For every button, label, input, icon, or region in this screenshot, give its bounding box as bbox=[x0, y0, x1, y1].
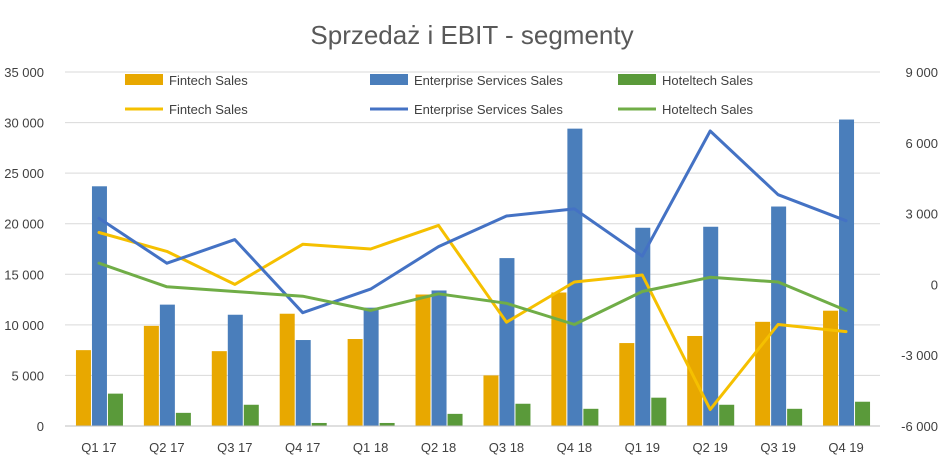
chart-title: Sprzedaż i EBIT - segmenty bbox=[310, 20, 633, 50]
bar-fintech-sales bbox=[551, 292, 567, 426]
legend-swatch bbox=[370, 74, 408, 85]
legend: Fintech Sales Enterprise Services Sales Ho… bbox=[125, 73, 754, 117]
bar-fintech-sales bbox=[143, 325, 159, 426]
x-tick-label: Q1 18 bbox=[353, 440, 388, 455]
bar-fintech-sales bbox=[823, 310, 839, 426]
legend-label: Hoteltech Sales bbox=[662, 73, 754, 88]
bar-fintech-sales bbox=[279, 313, 295, 426]
bar-enterprise-services-sales bbox=[363, 307, 379, 426]
bar-fintech-sales bbox=[415, 294, 431, 426]
bar-hoteltech-sales bbox=[447, 413, 463, 426]
left-tick-label: 25 000 bbox=[4, 166, 44, 181]
legend-label: Enterprise Services Sales bbox=[414, 73, 563, 88]
bar-enterprise-services-sales bbox=[839, 119, 855, 426]
left-tick-label: 0 bbox=[37, 419, 44, 434]
bar-enterprise-services-sales bbox=[499, 258, 515, 426]
right-tick-label: 3 000 bbox=[905, 207, 938, 222]
x-tick-label: Q4 17 bbox=[285, 440, 320, 455]
right-tick-label: 6 000 bbox=[905, 136, 938, 151]
bar-hoteltech-sales bbox=[311, 422, 327, 426]
right-tick-label: -3 000 bbox=[901, 348, 938, 363]
x-tick-label: Q3 17 bbox=[217, 440, 252, 455]
bar-hoteltech-sales bbox=[583, 408, 599, 426]
legend-swatch bbox=[125, 74, 163, 85]
x-tick-label: Q4 19 bbox=[828, 440, 863, 455]
x-tick-label: Q1 19 bbox=[625, 440, 660, 455]
right-tick-label: 9 000 bbox=[905, 65, 938, 80]
x-axis: Q1 17 Q2 17 Q3 17 Q4 17 Q1 18 Q2 18 Q3 18 Q4 18… bbox=[65, 425, 880, 455]
line-fintech-sales bbox=[97, 223, 848, 411]
bar-enterprise-services-sales bbox=[771, 206, 787, 426]
left-tick-label: 5 000 bbox=[11, 368, 44, 383]
bar-enterprise-services-sales bbox=[703, 226, 719, 426]
x-tick-label: Q2 17 bbox=[149, 440, 184, 455]
bar-fintech-sales bbox=[619, 343, 635, 426]
bar-hoteltech-sales bbox=[515, 403, 531, 426]
line-enterprise-services-sales bbox=[97, 129, 848, 315]
line-hoteltech-sales bbox=[97, 261, 848, 326]
bar-fintech-sales bbox=[483, 375, 499, 426]
x-tick-label: Q3 19 bbox=[760, 440, 795, 455]
bar-hoteltech-sales bbox=[719, 404, 735, 426]
bar-hoteltech-sales bbox=[651, 397, 667, 426]
bar-enterprise-services-sales bbox=[295, 340, 311, 426]
left-tick-label: 10 000 bbox=[4, 318, 44, 333]
x-tick-label: Q2 19 bbox=[692, 440, 727, 455]
right-tick-label: -6 000 bbox=[901, 419, 938, 434]
gridlines bbox=[65, 71, 880, 427]
bar-fintech-sales bbox=[211, 351, 227, 426]
bars bbox=[75, 119, 871, 426]
legend-label: Hoteltech Sales bbox=[662, 102, 754, 117]
left-tick-label: 30 000 bbox=[4, 116, 44, 131]
x-tick-label: Q1 17 bbox=[81, 440, 116, 455]
left-axis: 0 5 000 10 000 15 000 20 000 25 000 30 000 35 0… bbox=[4, 65, 44, 434]
bar-hoteltech-sales bbox=[787, 408, 803, 426]
bar-enterprise-services-sales bbox=[567, 128, 583, 426]
bar-hoteltech-sales bbox=[855, 401, 871, 426]
legend-label: Fintech Sales bbox=[169, 102, 248, 117]
bar-enterprise-services-sales bbox=[159, 304, 175, 426]
legend-label: Enterprise Services Sales bbox=[414, 102, 563, 117]
bar-fintech-sales bbox=[75, 350, 91, 426]
x-tick-label: Q4 18 bbox=[557, 440, 592, 455]
lines bbox=[97, 129, 848, 411]
bar-hoteltech-sales bbox=[175, 412, 191, 426]
right-tick-label: 0 bbox=[931, 277, 938, 292]
x-tick-label: Q2 18 bbox=[421, 440, 456, 455]
left-tick-label: 35 000 bbox=[4, 65, 44, 80]
bar-hoteltech-sales bbox=[243, 404, 259, 426]
left-tick-label: 20 000 bbox=[4, 217, 44, 232]
bar-enterprise-services-sales bbox=[431, 290, 447, 426]
right-axis: -6 000 -3 000 0 3 000 6 000 9 000 bbox=[901, 65, 938, 434]
x-tick-label: Q3 18 bbox=[489, 440, 524, 455]
bar-hoteltech-sales bbox=[107, 393, 123, 426]
bar-hoteltech-sales bbox=[379, 422, 395, 426]
bar-enterprise-services-sales bbox=[91, 186, 107, 426]
bar-fintech-sales bbox=[347, 339, 363, 426]
legend-label: Fintech Sales bbox=[169, 73, 248, 88]
left-tick-label: 15 000 bbox=[4, 267, 44, 282]
bar-enterprise-services-sales bbox=[635, 227, 651, 426]
legend-swatch bbox=[618, 74, 656, 85]
bar-enterprise-services-sales bbox=[227, 314, 243, 426]
